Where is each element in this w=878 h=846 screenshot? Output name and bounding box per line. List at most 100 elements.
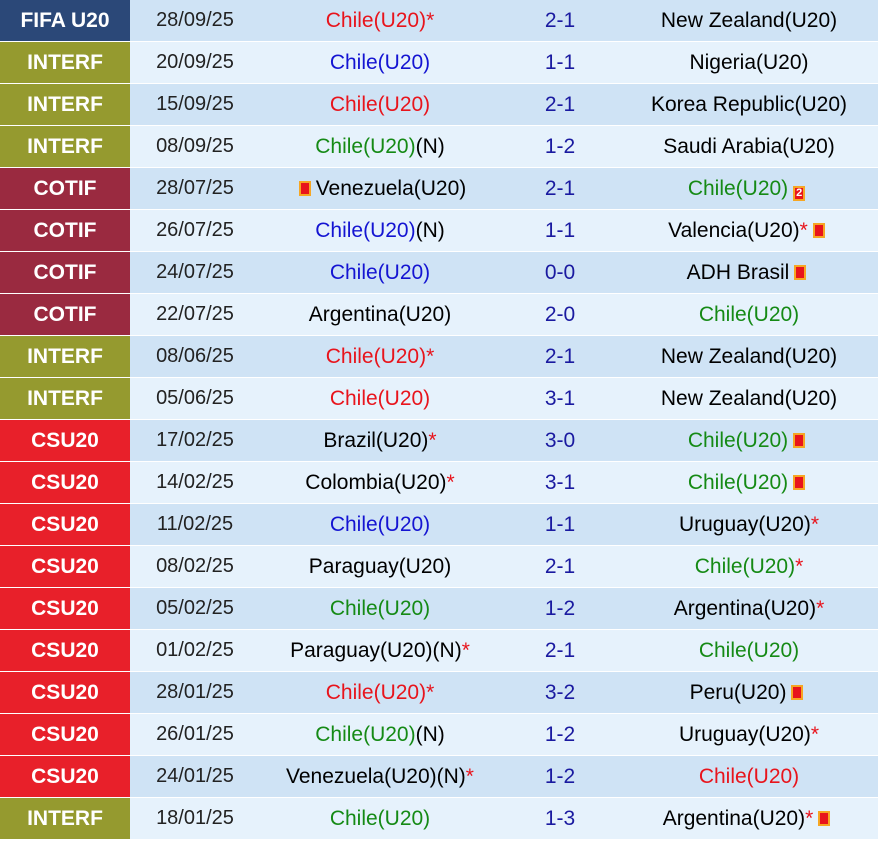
match-row: CSU20 24/01/25 Venezuela(U20)(N)* 1-2 Chile(… xyxy=(0,756,878,798)
match-row: CSU20 01/02/25 Paraguay(U20)(N)* 2-1 Chile(U… xyxy=(0,630,878,672)
score: 2-1 xyxy=(544,8,576,32)
star: * xyxy=(446,470,455,494)
star: * xyxy=(805,806,814,830)
home-team: Chile(U20) xyxy=(329,386,431,410)
away-team: Argentina(U20) xyxy=(673,596,817,620)
match-date: 28/09/25 xyxy=(156,9,234,31)
competition: CSU20 xyxy=(0,462,130,503)
match-row: CSU20 26/01/25 Chile(U20)(N) 1-2 Uruguay(U20… xyxy=(0,714,878,756)
away-team-cell: Argentina(U20)* xyxy=(620,597,878,621)
competition: COTIF xyxy=(0,252,130,293)
competition: CSU20 xyxy=(0,546,130,587)
score: 2-1 xyxy=(544,554,576,578)
star: * xyxy=(465,764,474,788)
match-date: 08/09/25 xyxy=(156,135,234,157)
home-team: Paraguay(U20) xyxy=(290,638,433,662)
red-card xyxy=(793,432,806,448)
star: * xyxy=(810,512,820,536)
home-team-cell: Venezuela(U20) xyxy=(260,177,500,201)
star: * xyxy=(816,596,825,620)
match-row: INTERF 20/09/25 Chile(U20) 1-1 Nigeria(U20) xyxy=(0,42,878,84)
home-team: Argentina(U20) xyxy=(308,302,452,326)
neutral-note: (N) xyxy=(436,764,466,788)
away-team: Chile(U20) xyxy=(687,470,789,494)
away-team-cell: ADH Brasil xyxy=(620,261,878,285)
star: * xyxy=(461,638,470,662)
match-date: 05/06/25 xyxy=(156,387,234,409)
competition: INTERF xyxy=(0,798,130,839)
competition: INTERF xyxy=(0,42,130,83)
score: 1-1 xyxy=(544,50,576,74)
star: * xyxy=(428,428,437,452)
home-team-cell: Chile(U20) xyxy=(260,387,500,411)
home-team-cell: Chile(U20) xyxy=(260,261,500,285)
home-team-cell: Brazil(U20)* xyxy=(260,429,500,453)
red-card xyxy=(794,264,807,280)
competition: COTIF xyxy=(0,210,130,251)
score: 2-1 xyxy=(544,638,576,662)
star: * xyxy=(426,8,435,32)
score: 1-2 xyxy=(544,134,576,158)
home-team: Chile(U20) xyxy=(329,806,431,830)
match-date: 24/07/25 xyxy=(156,261,234,283)
score: 2-1 xyxy=(544,92,576,116)
match-date: 28/01/25 xyxy=(156,681,234,703)
star: * xyxy=(799,218,808,242)
away-team: Chile(U20) xyxy=(694,554,796,578)
away-team-cell: Argentina(U20)* xyxy=(620,807,878,831)
away-team: Uruguay(U20) xyxy=(678,512,811,536)
away-team-cell: Chile(U20) xyxy=(620,303,878,327)
home-team-cell: Chile(U20)* xyxy=(260,681,500,705)
match-row: INTERF 08/06/25 Chile(U20)* 2-1 New Zealand(… xyxy=(0,336,878,378)
away-team-cell: Chile(U20)* xyxy=(620,555,878,579)
competition: CSU20 xyxy=(0,714,130,755)
home-team: Chile(U20) xyxy=(329,260,431,284)
home-team-cell: Chile(U20)(N) xyxy=(260,219,500,243)
score: 2-0 xyxy=(544,302,576,326)
home-team: Chile(U20) xyxy=(329,596,431,620)
match-date: 18/01/25 xyxy=(156,807,234,829)
neutral-note: (N) xyxy=(415,722,445,746)
star: * xyxy=(795,554,804,578)
competition: CSU20 xyxy=(0,756,130,797)
star: * xyxy=(426,344,435,368)
away-team-cell: Chile(U20) xyxy=(620,765,878,789)
match-date: 08/02/25 xyxy=(156,555,234,577)
home-team-cell: Chile(U20)(N) xyxy=(260,723,500,747)
red-card xyxy=(793,474,806,490)
competition: CSU20 xyxy=(0,588,130,629)
neutral-note: (N) xyxy=(415,134,445,158)
away-team-cell: New Zealand(U20) xyxy=(620,387,878,411)
match-date: 15/09/25 xyxy=(156,93,234,115)
home-team-cell: Chile(U20)(N) xyxy=(260,135,500,159)
match-row: INTERF 05/06/25 Chile(U20) 3-1 New Zealand(U… xyxy=(0,378,878,420)
away-team: Argentina(U20) xyxy=(662,806,806,830)
score: 1-1 xyxy=(544,512,576,536)
match-date: 20/09/25 xyxy=(156,51,234,73)
match-date: 11/02/25 xyxy=(156,513,234,535)
home-team: Chile(U20) xyxy=(325,8,427,32)
away-team: Chile(U20) xyxy=(698,302,800,326)
competition: CSU20 xyxy=(0,672,130,713)
home-team-cell: Chile(U20) xyxy=(260,51,500,75)
home-team: Venezuela(U20) xyxy=(315,176,467,200)
competition: CSU20 xyxy=(0,504,130,545)
match-date: 05/02/25 xyxy=(156,597,234,619)
match-date: 22/07/25 xyxy=(156,303,234,325)
home-team: Chile(U20) xyxy=(329,50,431,74)
away-team-cell: Uruguay(U20)* xyxy=(620,513,878,537)
home-team: Chile(U20) xyxy=(315,722,416,746)
away-team: New Zealand(U20) xyxy=(660,344,838,368)
match-date: 01/02/25 xyxy=(156,639,234,661)
match-row: CSU20 17/02/25 Brazil(U20)* 3-0 Chile(U20) xyxy=(0,420,878,462)
match-date: 24/01/25 xyxy=(156,765,234,787)
home-team: Chile(U20) xyxy=(329,512,431,536)
away-team: Chile(U20) xyxy=(698,638,800,662)
home-team-cell: Chile(U20)* xyxy=(260,9,500,33)
away-team: New Zealand(U20) xyxy=(660,386,838,410)
match-date: 26/07/25 xyxy=(156,219,234,241)
home-team-cell: Paraguay(U20)(N)* xyxy=(260,639,500,663)
score: 2-1 xyxy=(544,344,576,368)
star: * xyxy=(426,680,435,704)
